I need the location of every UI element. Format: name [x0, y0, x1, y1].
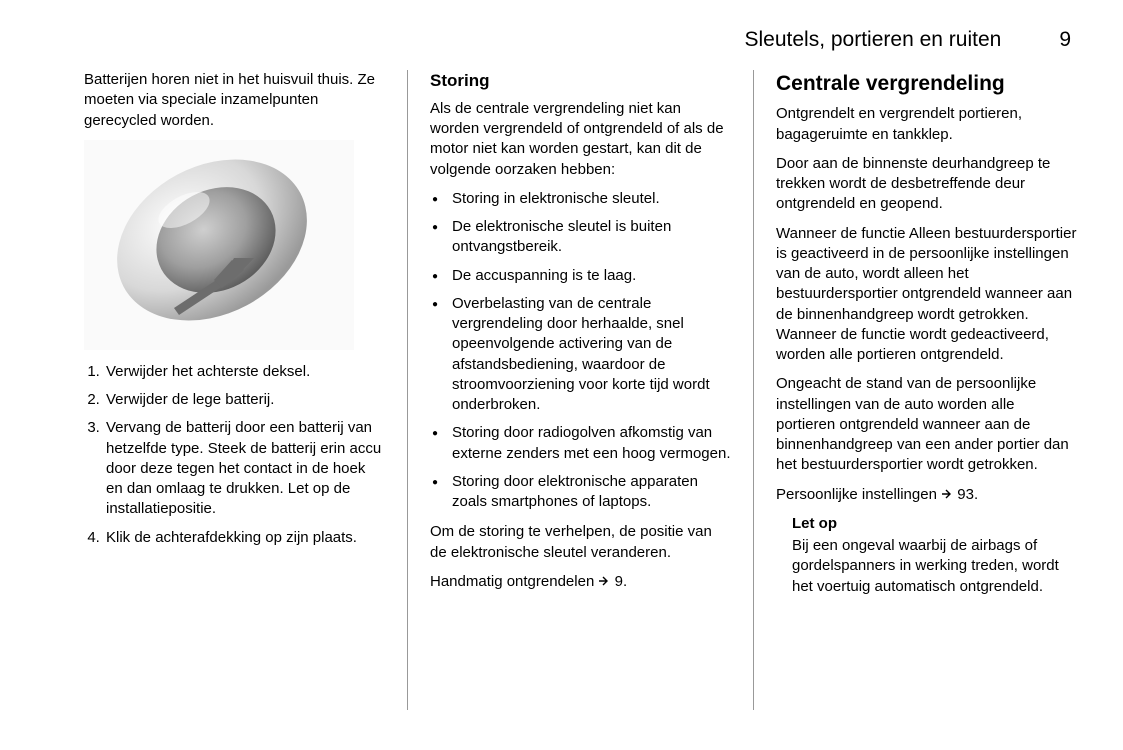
- manual-unlock-ref: Handmatig ontgrendelen 9.: [430, 572, 731, 592]
- central-locking-p1: Ontgrendelt en vergrendelt portieren, ba…: [776, 104, 1077, 145]
- storing-intro: Als de centrale vergrendeling niet kan w…: [430, 99, 731, 180]
- list-item: Klik de achterafdekking op zijn plaats.: [104, 528, 385, 548]
- column-3: Centrale vergrendeling Ontgrendelt en ve…: [754, 70, 1077, 710]
- reference-arrow-icon: [598, 575, 610, 587]
- header-title: Sleutels, portieren en ruiten: [744, 28, 1001, 52]
- list-item: Storing door elektronische appa­raten zo…: [452, 472, 731, 513]
- keyfob-illustration: [84, 140, 354, 350]
- list-item: Verwijder het achterste deksel.: [104, 362, 385, 382]
- page-header: Sleutels, portieren en ruiten 9: [84, 28, 1077, 52]
- ref-text: Handmatig ontgrendelen: [430, 573, 598, 590]
- list-item: De elektronische sleutel is buiten ontva…: [452, 217, 731, 258]
- column-2: Storing Als de centrale vergrendeling ni…: [407, 70, 754, 710]
- storing-heading: Storing: [430, 70, 731, 93]
- battery-steps-list: Verwijder het achterste deksel. Verwijde…: [84, 362, 385, 548]
- note-body: Bij een ongeval waarbij de airbags of go…: [792, 536, 1077, 597]
- note-heading: Let op: [792, 514, 1077, 534]
- reference-arrow-icon: [941, 488, 953, 500]
- ref-num: 93.: [953, 486, 978, 503]
- list-item: Verwijder de lege batterij.: [104, 390, 385, 410]
- ref-text: Persoonlijke instellingen: [776, 486, 941, 503]
- storing-remedy: Om de storing te verhelpen, de positie v…: [430, 522, 731, 563]
- personal-settings-ref: Persoonlijke instellingen 93.: [776, 485, 1077, 505]
- column-1: Batterijen horen niet in het huisvuil th…: [84, 70, 407, 710]
- list-item: Overbelasting van de centrale vergrendel…: [452, 294, 731, 416]
- storing-causes-list: Storing in elektronische sleutel. De ele…: [430, 189, 731, 513]
- central-locking-p3: Wanneer de functie Alleen bestuur­derspo…: [776, 224, 1077, 366]
- central-locking-p4: Ongeacht de stand van de persoon­lijke i…: [776, 374, 1077, 475]
- list-item: Storing in elektronische sleutel.: [452, 189, 731, 209]
- battery-recycle-text: Batterijen horen niet in het huisvuil th…: [84, 70, 385, 131]
- central-locking-p2: Door aan de binnenste deurhand­greep te …: [776, 154, 1077, 215]
- list-item: Storing door radiogolven afkom­stig van …: [452, 423, 731, 464]
- page-number: 9: [1059, 28, 1071, 52]
- ref-num: 9.: [610, 573, 627, 590]
- content-columns: Batterijen horen niet in het huisvuil th…: [84, 70, 1077, 710]
- note-block: Let op Bij een ongeval waarbij de airbag…: [776, 514, 1077, 597]
- list-item: Vervang de batterij door een batterij va…: [104, 418, 385, 519]
- list-item: De accuspanning is te laag.: [452, 266, 731, 286]
- central-locking-heading: Centrale vergrendeling: [776, 70, 1077, 98]
